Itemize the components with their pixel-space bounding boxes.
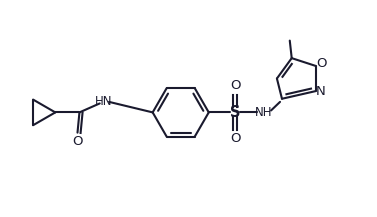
Text: O: O: [230, 79, 241, 92]
Text: NH: NH: [254, 106, 272, 119]
Text: N: N: [316, 85, 326, 98]
Text: O: O: [317, 58, 327, 71]
Text: O: O: [72, 135, 83, 148]
Text: O: O: [230, 132, 241, 145]
Text: HN: HN: [95, 95, 112, 108]
Text: S: S: [230, 105, 241, 120]
